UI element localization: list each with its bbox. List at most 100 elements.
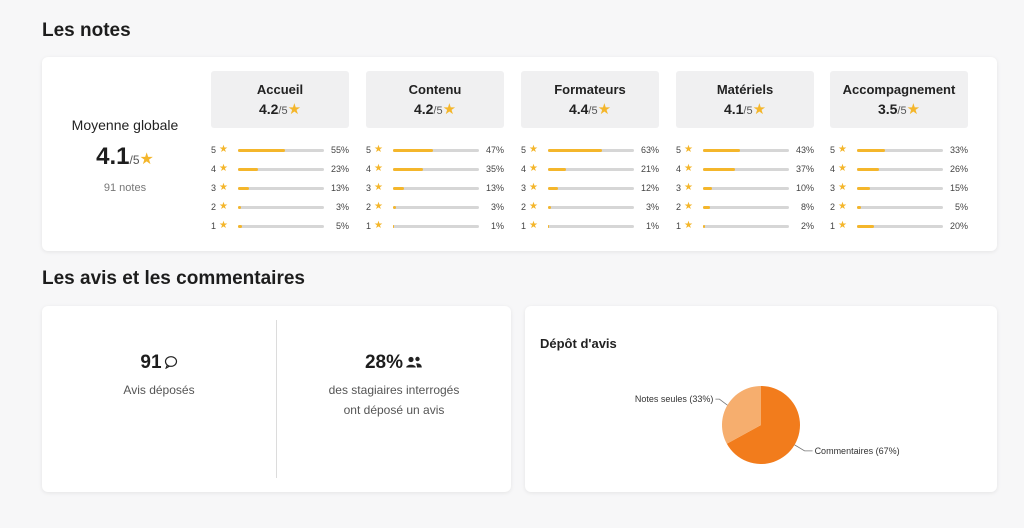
category-name: Formateurs [554, 82, 626, 97]
rating-row: 4 ★ 26% [830, 163, 974, 183]
rating-row: 4 ★ 35% [366, 163, 510, 183]
rating-bar-track [393, 168, 479, 171]
rating-percent: 1% [645, 221, 659, 231]
rating-bar-track [238, 225, 324, 228]
rating-percent: 37% [795, 164, 814, 174]
rating-percent: 3% [335, 202, 349, 212]
global-score-suffix: /5 [129, 153, 140, 167]
rating-level: 1 [521, 221, 527, 231]
rating-level: 1 [830, 221, 836, 231]
rating-level: 5 [521, 145, 527, 155]
rating-level: 3 [830, 183, 836, 193]
rating-level: 3 [211, 183, 217, 193]
rating-row: 5 ★ 33% [830, 144, 974, 164]
rating-row: 5 ★ 47% [366, 144, 510, 164]
rating-level: 5 [830, 145, 836, 155]
taux-stat: 28% des stagiaires interrogés ont déposé … [277, 306, 511, 420]
rating-row: 5 ★ 43% [676, 144, 820, 164]
category-3: Matériels 4.1/5★ 5 ★ 43% 4 ★ 37% 3 ★ 10% 2 ★ 8% 1 ★ 2% [676, 57, 814, 251]
rating-level: 3 [366, 183, 372, 193]
rating-bar-fill [238, 168, 258, 171]
rating-row: 4 ★ 23% [211, 163, 355, 183]
rating-bar-fill [857, 149, 886, 152]
pie-leader-line [794, 444, 813, 452]
rating-bar-track [393, 206, 479, 209]
rating-bar-track [703, 187, 789, 190]
rating-percent: 33% [949, 145, 968, 155]
rating-bar-fill [548, 225, 549, 228]
comment-icon [164, 356, 178, 371]
rating-bar-track [393, 225, 479, 228]
rating-bar-fill [393, 225, 394, 228]
rating-percent: 63% [640, 145, 659, 155]
rating-level: 2 [211, 202, 217, 212]
category-score-suffix: /5 [897, 105, 907, 117]
notes-title: Les notes [42, 20, 131, 41]
star-icon: ★ [529, 220, 538, 231]
category-score-value: 4.4 [568, 101, 589, 117]
category-1: Contenu 4.2/5★ 5 ★ 47% 4 ★ 35% 3 ★ 13% 2 ★ 3% 1 ★ 1% [366, 57, 504, 251]
rating-bar-track [548, 149, 634, 152]
rating-row: 2 ★ 3% [521, 201, 665, 221]
category-score: 4.2/5★ [211, 100, 349, 118]
rating-row: 3 ★ 10% [676, 182, 820, 202]
rating-row: 3 ★ 12% [521, 182, 665, 202]
star-icon: ★ [597, 101, 612, 118]
taux-line1: des stagiaires interrogés [328, 383, 460, 397]
star-icon: ★ [374, 201, 383, 212]
rating-row: 2 ★ 3% [211, 201, 355, 221]
pie-label-notes-seules: Notes seules (33%) [635, 394, 714, 404]
rating-level: 3 [676, 183, 682, 193]
category-score-suffix: /5 [743, 105, 753, 117]
rating-percent: 20% [949, 221, 968, 231]
rating-bar-track [548, 206, 634, 209]
star-icon: ★ [838, 201, 847, 212]
rating-level: 1 [211, 221, 217, 231]
category-name: Accueil [256, 82, 304, 97]
rating-percent: 5% [335, 221, 349, 231]
rating-bar-track [238, 187, 324, 190]
avis-deposes-value: 91 [140, 352, 162, 373]
star-icon: ★ [219, 220, 228, 231]
rating-percent: 3% [645, 202, 659, 212]
rating-row: 2 ★ 5% [830, 201, 974, 221]
rating-bar-track [238, 206, 324, 209]
rating-percent: 3% [490, 202, 504, 212]
rating-row: 1 ★ 20% [830, 220, 974, 240]
category-score-suffix: /5 [588, 105, 598, 117]
category-score-value: 4.2 [413, 101, 434, 117]
rating-distribution: 5 ★ 63% 4 ★ 21% 3 ★ 12% 2 ★ 3% 1 ★ 1% [521, 144, 665, 240]
avis-deposes-label: Avis déposés [123, 383, 195, 397]
users-icon [405, 356, 423, 371]
star-icon: ★ [374, 163, 383, 174]
rating-percent: 12% [640, 183, 659, 193]
category-score: 4.4/5★ [521, 100, 659, 118]
pie-chart: Notes seules (33%) Commentaires (67%) [635, 386, 900, 464]
rating-bar-track [548, 168, 634, 171]
rating-bar-fill [393, 168, 424, 171]
rating-bar-fill [238, 225, 243, 228]
star-icon: ★ [374, 144, 383, 155]
category-name: Matériels [716, 82, 774, 97]
rating-bar-fill [857, 168, 880, 171]
rating-bar-fill [703, 225, 705, 228]
category-score-value: 3.5 [877, 101, 898, 117]
rating-bar-fill [857, 206, 862, 209]
rating-percent: 47% [485, 145, 504, 155]
rating-level: 2 [521, 202, 527, 212]
rating-bar-fill [703, 206, 710, 209]
rating-bar-track [857, 206, 943, 209]
rating-bar-track [857, 187, 943, 190]
taux-value: 28% [364, 352, 404, 373]
rating-percent: 10% [795, 183, 814, 193]
rating-level: 5 [211, 145, 217, 155]
category-header: Formateurs 4.4/5★ [521, 71, 659, 128]
star-icon: ★ [442, 101, 457, 118]
rating-row: 4 ★ 21% [521, 163, 665, 183]
rating-bar-track [393, 149, 479, 152]
rating-level: 1 [366, 221, 372, 231]
rating-distribution: 5 ★ 33% 4 ★ 26% 3 ★ 15% 2 ★ 5% 1 ★ 20% [830, 144, 974, 240]
rating-percent: 2% [800, 221, 814, 231]
notes-card: Moyenne globale 4.1/5★ 91 notes Accueil 4… [42, 57, 997, 251]
rating-distribution: 5 ★ 55% 4 ★ 23% 3 ★ 13% 2 ★ 3% 1 ★ 5% [211, 144, 355, 240]
